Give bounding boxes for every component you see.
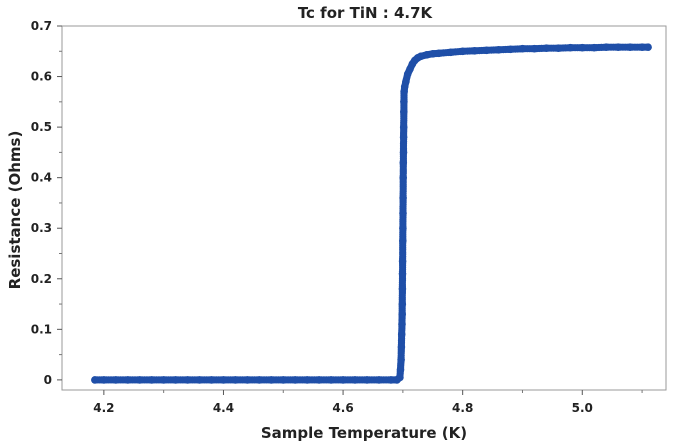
x-tick-label: 4.8 xyxy=(452,401,473,415)
data-point xyxy=(542,44,551,52)
x-tick-label: 5.0 xyxy=(572,401,593,415)
data-point xyxy=(399,209,407,217)
plot-frame xyxy=(61,25,667,391)
data-point xyxy=(387,376,395,384)
y-axis: 0 0.1 0.2 0.3 0.4 0.5 0.6 0.7 xyxy=(31,19,62,387)
data-point xyxy=(398,300,407,308)
data-point xyxy=(291,376,300,384)
data-point xyxy=(399,173,408,182)
data-point xyxy=(602,43,610,51)
data-point xyxy=(255,376,264,384)
y-tick-label: 0.2 xyxy=(31,272,52,286)
data-point xyxy=(400,108,408,116)
data-point xyxy=(207,376,216,384)
data-point xyxy=(171,376,180,384)
y-tick-label: 0.4 xyxy=(31,171,52,185)
data-point xyxy=(243,376,252,384)
data-point xyxy=(135,376,144,384)
data-point xyxy=(530,44,539,53)
data-point xyxy=(231,376,240,384)
x-axis-label: Sample Temperature (K) xyxy=(261,424,467,442)
data-point xyxy=(397,330,406,339)
y-tick-label: 0.3 xyxy=(31,221,52,235)
data-point xyxy=(399,133,408,141)
data-point xyxy=(279,376,288,384)
data-point xyxy=(566,43,575,52)
data-point xyxy=(398,285,407,293)
data-point xyxy=(399,224,407,232)
data-point xyxy=(399,194,407,202)
data-point xyxy=(644,43,652,51)
data-point xyxy=(339,376,347,384)
data-point xyxy=(429,50,437,58)
data-point xyxy=(375,376,383,384)
data-point xyxy=(363,376,371,384)
data-point xyxy=(195,376,204,384)
data-point xyxy=(446,48,455,57)
data-point xyxy=(626,43,634,51)
chart-title: Tc for TiN : 4.7K xyxy=(298,4,434,22)
data-point xyxy=(614,43,622,51)
data-point xyxy=(397,343,406,351)
data-point xyxy=(91,376,99,384)
data-point xyxy=(398,320,406,329)
data-point xyxy=(590,43,598,52)
data-point xyxy=(494,46,503,54)
data-point xyxy=(470,47,479,55)
data-point xyxy=(327,376,335,384)
data-point xyxy=(219,376,228,384)
y-tick-label: 0.5 xyxy=(31,120,52,134)
data-point xyxy=(396,366,405,374)
data-point xyxy=(423,51,431,59)
data-point xyxy=(400,98,408,106)
data-point xyxy=(267,376,276,384)
data-point xyxy=(399,158,408,167)
data-point xyxy=(417,52,425,61)
data-point xyxy=(183,376,192,384)
data-point xyxy=(112,376,120,384)
data-point xyxy=(518,44,527,53)
data-point xyxy=(578,43,587,52)
x-tick-label: 4.2 xyxy=(93,401,114,415)
data-point xyxy=(402,77,410,86)
data-point xyxy=(396,373,404,382)
y-tick-label: 0.7 xyxy=(31,19,52,33)
y-axis-label: Resistance (Ohms) xyxy=(6,131,24,290)
data-point xyxy=(315,376,323,384)
data-point xyxy=(435,49,443,58)
data-point xyxy=(398,257,407,265)
data-point xyxy=(398,310,407,319)
data-point xyxy=(458,47,467,56)
data-point xyxy=(638,43,646,51)
data-point xyxy=(147,376,156,384)
x-tick-label: 4.4 xyxy=(213,401,234,415)
data-point xyxy=(303,376,312,384)
data-point xyxy=(554,44,563,52)
data-point xyxy=(399,237,407,245)
series-line xyxy=(94,46,649,381)
plot-area xyxy=(91,43,652,384)
data-point xyxy=(398,269,407,278)
data-point xyxy=(506,45,515,54)
data-point xyxy=(351,376,359,384)
x-tick-label: 4.6 xyxy=(332,401,353,415)
y-tick-label: 0.6 xyxy=(31,70,52,84)
y-tick-label: 0.1 xyxy=(31,322,52,336)
data-point xyxy=(399,123,408,131)
y-tick-label: 0 xyxy=(44,373,52,387)
data-point xyxy=(159,376,168,384)
data-point xyxy=(124,376,132,384)
data-point xyxy=(397,355,405,364)
data-point xyxy=(100,376,108,384)
x-axis: 4.2 4.4 4.6 4.8 5.0 xyxy=(93,390,643,415)
data-point xyxy=(482,46,491,55)
data-point xyxy=(399,148,408,157)
